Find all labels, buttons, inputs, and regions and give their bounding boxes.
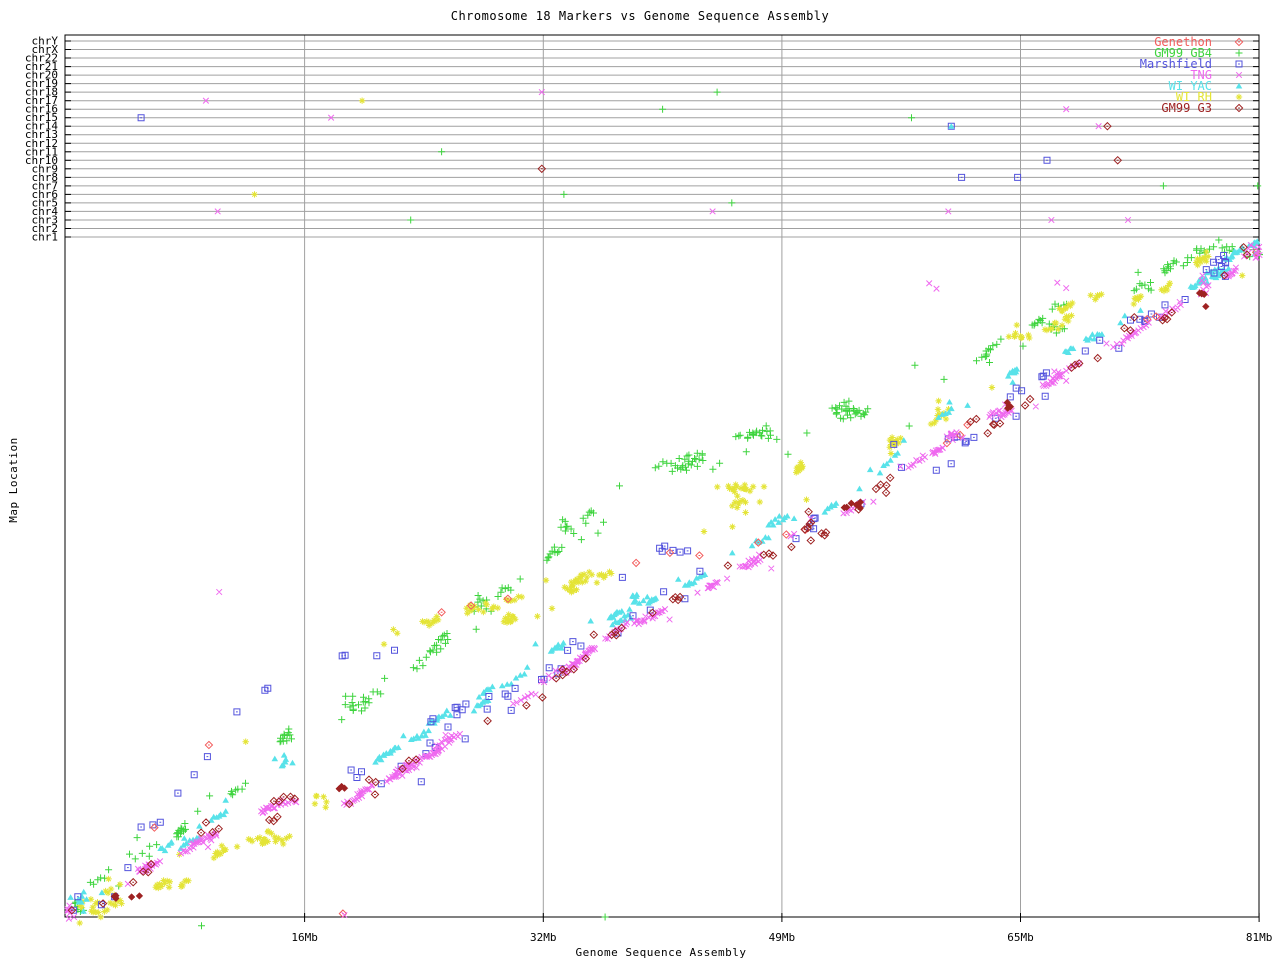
series-marshfield <box>69 252 1230 914</box>
chr-label-chrY: chrY <box>32 35 59 48</box>
chr-label-chr1: chr1 <box>32 231 59 244</box>
legend-label-marshfield: Marshfield <box>1140 57 1212 71</box>
chr-label-chr14: chr14 <box>25 120 58 133</box>
x-axis-label: Genome Sequence Assembly <box>575 946 747 959</box>
series-wi-rh <box>76 248 1246 927</box>
chr-label-chrX: chrX <box>32 43 59 56</box>
chr-label-chr21: chr21 <box>25 60 58 73</box>
chr-label-chr19: chr19 <box>25 77 58 90</box>
legend-label-wi-rh: WI RH <box>1176 90 1212 104</box>
chr-label-chr2: chr2 <box>32 222 59 235</box>
chr-label-chr3: chr3 <box>32 214 59 227</box>
chr-label-chr18: chr18 <box>25 86 58 99</box>
legend-marker-square-icon <box>1235 60 1243 68</box>
series-gm99-g3 <box>67 242 1252 915</box>
x-gridlines: 16Mb 32Mb 49Mb 65Mb 81Mb <box>291 35 1272 944</box>
legend-marker-diamond-icon <box>1234 37 1244 47</box>
chr-label-chr13: chr13 <box>25 128 58 141</box>
legend-label-tng: TNG <box>1190 68 1212 82</box>
chr-label-chr20: chr20 <box>25 69 58 82</box>
chr-label-chr15: chr15 <box>25 111 58 124</box>
other-chromosome-points <box>137 88 1262 224</box>
chr-label-chr9: chr9 <box>32 162 59 175</box>
chr-label-chr6: chr6 <box>32 188 59 201</box>
chr-label-chr5: chr5 <box>32 196 59 209</box>
series-tng <box>64 241 1263 922</box>
chr-label-chr10: chr10 <box>25 154 58 167</box>
legend-marker-cross-icon <box>1235 71 1243 79</box>
legend-marker-asterisk-icon <box>1235 93 1243 101</box>
chr-label-chr16: chr16 <box>25 103 58 116</box>
plot-border <box>64 34 1260 918</box>
y-axis-label: Map Location <box>7 437 20 523</box>
legend-marker-plus-icon <box>1235 49 1243 57</box>
chr-label-chr4: chr4 <box>32 205 59 218</box>
legend-label-genethon: Genethon <box>1154 35 1212 49</box>
x-tick-label-2: 49Mb <box>769 931 796 944</box>
legend-marker-diamond-icon <box>1234 103 1244 113</box>
x-tick-label-3: 65Mb <box>1007 931 1034 944</box>
chr-label-chr17: chr17 <box>25 94 58 107</box>
x-tick-label-4: 81Mb <box>1246 931 1273 944</box>
series-wi-yac <box>67 238 1261 914</box>
series-genethon <box>150 247 1261 918</box>
legend-label-gm99-g3: GM99 G3 <box>1161 101 1212 115</box>
x-tick-label-1: 32Mb <box>530 931 557 944</box>
legend-marker-triangle-icon <box>1235 82 1243 89</box>
series-gm99-gb4 <box>71 236 1263 930</box>
chr-label-chr12: chr12 <box>25 137 58 150</box>
data-points <box>64 88 1263 930</box>
chr-label-chr8: chr8 <box>32 171 59 184</box>
chr-label-chr7: chr7 <box>32 179 59 192</box>
chromosome-row-lines: chrYchrXchr22chr21chr20chr19chr18chr17ch… <box>25 35 1259 244</box>
page-title: Chromosome 18 Markers vs Genome Sequence… <box>450 9 830 23</box>
legend-label-wi-yac: WI YAC <box>1169 79 1212 93</box>
x-tick-label-0: 16Mb <box>291 931 318 944</box>
chr-label-chr22: chr22 <box>25 52 58 65</box>
legend-label-gm99-gb4: GM99 GB4 <box>1154 46 1212 60</box>
chr-label-chr11: chr11 <box>25 145 58 158</box>
